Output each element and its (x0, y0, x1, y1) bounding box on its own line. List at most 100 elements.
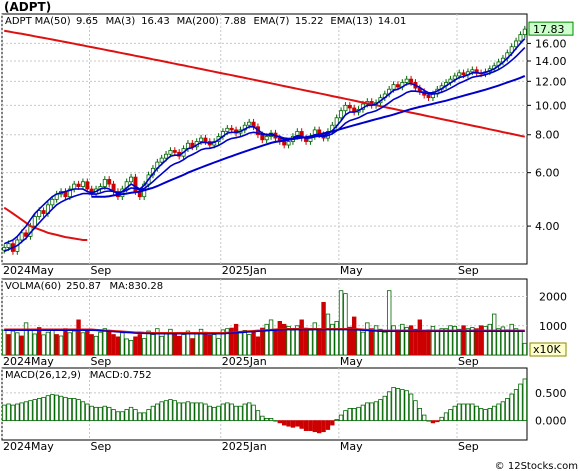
macd-bar (133, 409, 138, 422)
candle-body (50, 198, 55, 206)
macd-bar (365, 402, 370, 422)
volume-bar (10, 330, 16, 356)
volume-bar (76, 319, 81, 356)
volume-bar (518, 331, 523, 356)
macd-bar (238, 405, 243, 422)
macd-bar (369, 402, 374, 422)
macd-bar (246, 402, 252, 422)
volume-ma60-line (4, 328, 525, 335)
volume-bar (373, 325, 379, 356)
macd-bar (456, 403, 462, 422)
volume-bar (325, 313, 331, 356)
macd-bar (15, 403, 20, 422)
volume-bar (63, 328, 68, 356)
volume-bar (500, 326, 506, 356)
macd-bar (395, 388, 401, 422)
macd-bar (513, 389, 519, 422)
volume-bar (308, 329, 313, 356)
volume-bar (233, 323, 239, 356)
volume-bar (32, 333, 38, 356)
macd-bar (286, 420, 291, 427)
price-x-tick-label: 2025Jan (222, 264, 267, 277)
macd-bar (277, 420, 283, 424)
volume-bar (369, 328, 374, 356)
volume-bar (141, 338, 147, 356)
macd-bar (32, 399, 38, 422)
volume-bar (509, 323, 514, 356)
volume-bar (491, 313, 497, 356)
price-y-tick-label: 14.00 (535, 55, 567, 68)
macd-bar (150, 405, 156, 422)
macd-bar (426, 420, 431, 422)
volume-bar (299, 319, 304, 356)
volume-bar (286, 325, 291, 356)
macd-bar (334, 419, 339, 422)
macd-bar (452, 405, 458, 422)
volume-bar (6, 334, 11, 356)
macd-bar (268, 417, 274, 422)
macd-bar (522, 378, 528, 422)
volume-bar (360, 331, 366, 356)
candle-body (470, 69, 475, 73)
volume-bar (102, 328, 108, 356)
volume-bar (435, 330, 440, 356)
volume-bar (146, 330, 151, 356)
macd-bar (391, 386, 396, 422)
volume-bar (456, 328, 462, 356)
candle-body (164, 153, 169, 159)
macd-bar (211, 406, 217, 422)
volume-bar (58, 335, 64, 356)
macd-bar (500, 401, 506, 422)
ma200-early-line (3, 206, 88, 241)
macd-panel: 2024May Sep 2025Jan May Sep 0.000 0.500 MACD(26… (1, 367, 567, 453)
volume-bar (120, 332, 125, 356)
candle-body (24, 232, 29, 237)
volume-bar (312, 322, 318, 356)
macd-bar (325, 420, 331, 430)
volume-bar (155, 328, 160, 356)
candle-body (343, 104, 348, 112)
macd-bar (295, 420, 300, 427)
macd-legend-item: MACD(26,12,9) (5, 370, 81, 381)
candle-body (391, 84, 396, 90)
volume-bar (290, 329, 296, 356)
macd-bar (509, 393, 514, 422)
volume-bar (181, 334, 186, 356)
volume-bar (150, 334, 156, 356)
macd-bar (115, 411, 121, 422)
volume-bar (356, 329, 361, 356)
candle-body (32, 216, 37, 227)
macd-bar (264, 417, 269, 422)
volume-bar (413, 328, 418, 356)
volume-bar (111, 334, 116, 356)
macd-bar (330, 420, 335, 426)
price-legend-item: 15.22 (295, 16, 324, 27)
macd-bar (190, 402, 195, 422)
volume-bar (277, 320, 283, 356)
price-legend-item: 7.88 (224, 16, 246, 27)
volume-bar (338, 290, 344, 356)
macd-bar (159, 401, 164, 422)
volume-bar (334, 320, 339, 356)
macd-bar (321, 420, 326, 433)
macd-bar (273, 420, 278, 422)
candle-body (159, 157, 164, 163)
volume-bar (448, 325, 453, 356)
volume-bar (159, 335, 164, 356)
macd-bar (242, 403, 248, 422)
volume-bar (378, 328, 383, 356)
price-y-tick-label: 6.00 (535, 167, 560, 180)
macd-bar (128, 406, 134, 422)
price-y-tick-label: 8.00 (535, 129, 560, 142)
macd-y-tick-label: 0.500 (535, 387, 567, 400)
vol-x-tick-label: Sep (91, 355, 112, 368)
volume-panel: 2024May Sep 2025Jan May Sep 1000 2000 VOLMA(60)… (1, 278, 567, 368)
volume-bar (41, 334, 46, 356)
macd-bar (360, 404, 366, 422)
volume-bar (93, 335, 99, 356)
macd-bar (198, 402, 204, 422)
price-x-tick-label: May (340, 264, 363, 277)
volume-bar (430, 325, 436, 356)
vol-multiplier-label: x10K (533, 343, 562, 356)
macd-bar (194, 402, 199, 422)
